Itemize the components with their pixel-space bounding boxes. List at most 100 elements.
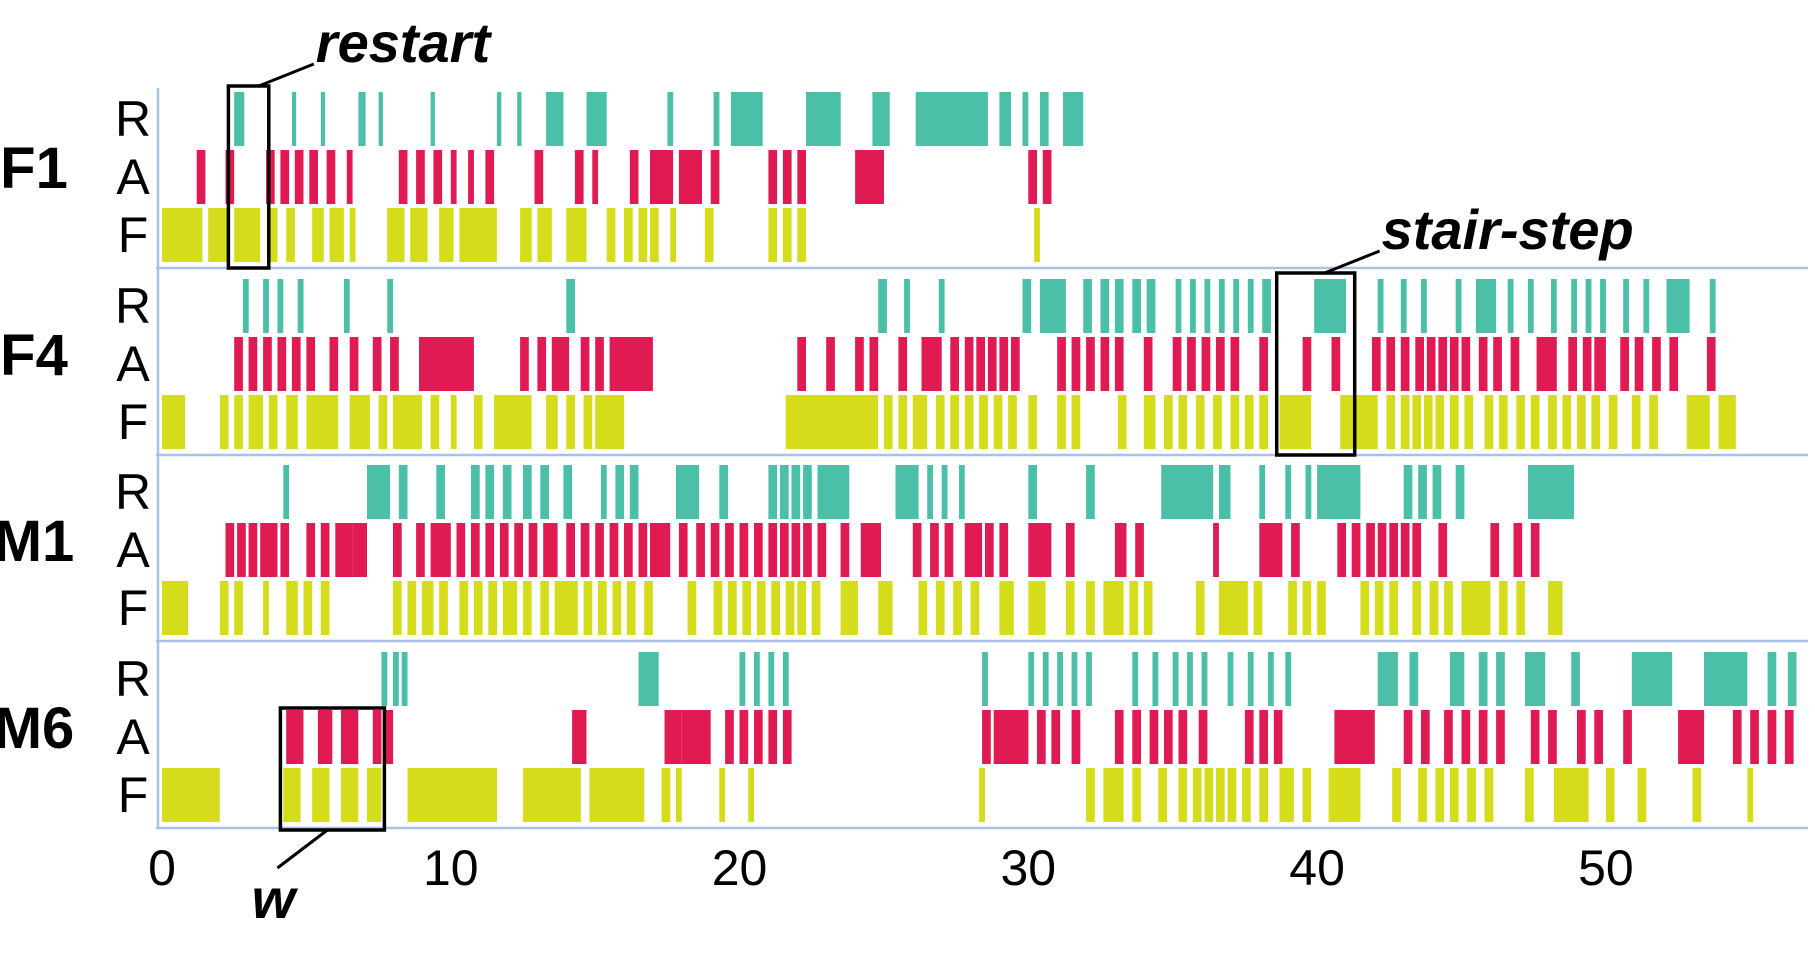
event-bar-a: [1568, 337, 1577, 391]
event-bar-r: [367, 465, 391, 519]
event-bar-a: [1259, 523, 1283, 577]
event-bar-f: [1204, 768, 1214, 822]
event-bar-r: [1132, 279, 1141, 333]
event-bar-r: [782, 652, 789, 706]
event-bar-a: [710, 150, 720, 204]
event-bar-f: [1103, 581, 1124, 635]
event-bar-r: [387, 279, 393, 333]
event-bar-f: [898, 395, 908, 449]
row-label-f: F: [118, 394, 149, 450]
event-bar-a: [456, 523, 466, 577]
event-bar-a: [624, 523, 633, 577]
event-bar-a: [1548, 710, 1557, 764]
event-bar-f: [407, 768, 497, 822]
event-bar-a: [1057, 337, 1066, 391]
event-bar-f: [520, 208, 532, 262]
event-bar-f: [162, 581, 188, 635]
event-bar-r: [540, 465, 549, 519]
event-bar-f: [1008, 395, 1017, 449]
event-bar-f: [785, 395, 879, 449]
event-bar-r: [1527, 279, 1534, 333]
event-bar-a: [1071, 337, 1081, 391]
event-bar-a: [1244, 710, 1254, 764]
event-bar-f: [1360, 581, 1370, 635]
event-bar-r: [1028, 652, 1035, 706]
event-bar-f: [1461, 581, 1491, 635]
event-bar-a: [855, 150, 884, 204]
event-bar-f: [1117, 395, 1127, 449]
event-bar-r: [358, 92, 366, 146]
event-bar-r: [713, 92, 720, 146]
event-bar-r: [566, 279, 575, 333]
event-bar-a: [921, 337, 942, 391]
event-bar-a: [580, 337, 590, 391]
event-bar-r: [1201, 652, 1208, 706]
event-bar-f: [1129, 581, 1139, 635]
event-bar-f: [1499, 395, 1508, 449]
event-bar-a: [976, 337, 985, 391]
event-bar-r: [1146, 279, 1156, 333]
event-bar-a: [1187, 337, 1196, 391]
event-bar-a: [1478, 710, 1488, 764]
event-bar-f: [1562, 395, 1572, 449]
event-bar-a: [1291, 523, 1300, 577]
event-bar-a: [1513, 523, 1523, 577]
event-bar-r: [1100, 279, 1110, 333]
event-bar-r: [1161, 465, 1214, 519]
event-bar-a: [739, 523, 749, 577]
event-bar-r: [667, 92, 674, 146]
event-bar-r: [1132, 652, 1139, 706]
event-bar-a: [650, 523, 671, 577]
annotation-label: w: [252, 867, 299, 930]
event-bar-f: [303, 581, 313, 635]
event-bar-f: [1213, 395, 1222, 449]
row-label-a: A: [116, 149, 150, 205]
event-bar-a: [1198, 710, 1208, 764]
event-bar-a: [780, 523, 789, 577]
event-bar-a: [534, 150, 544, 204]
event-bar-f: [286, 208, 295, 262]
event-bar-f: [782, 208, 792, 262]
event-bar-f: [523, 768, 581, 822]
event-bar-r: [1218, 279, 1225, 333]
event-bar-f: [1071, 395, 1081, 449]
event-bar-a: [791, 523, 801, 577]
event-bar-f: [661, 768, 671, 822]
annotation-leader: [1324, 249, 1381, 275]
event-bar-a: [1706, 337, 1716, 391]
event-bar-r: [915, 92, 988, 146]
event-bar-r: [872, 92, 890, 146]
event-bar-r: [1571, 279, 1577, 333]
event-bar-r: [1571, 652, 1580, 706]
event-bar-f: [1195, 395, 1205, 449]
event-bar-a: [898, 337, 908, 391]
event-bar-a: [263, 337, 272, 391]
event-bar-a: [398, 150, 408, 204]
event-bar-f: [1631, 395, 1641, 449]
event-bar-a: [987, 337, 997, 391]
event-bar-r: [1475, 279, 1497, 333]
event-bar-r: [1455, 279, 1462, 333]
event-bar-f: [797, 581, 806, 635]
event-bar-f: [970, 581, 980, 635]
event-bar-r: [927, 465, 933, 519]
event-bar-a: [681, 710, 711, 764]
annotation-stair-step: stair-step: [1274, 198, 1634, 457]
event-bar-f: [598, 581, 607, 635]
event-bar-r: [234, 92, 245, 146]
event-bar-r: [1432, 465, 1442, 519]
x-tick-label: 30: [1000, 840, 1056, 896]
event-bar-f: [367, 768, 382, 822]
event-bar-f: [421, 581, 434, 635]
event-bar-a: [352, 523, 367, 577]
event-bar-f: [378, 395, 388, 449]
event-bar-r: [1071, 652, 1078, 706]
event-bar-r: [1039, 279, 1066, 333]
event-bar-f: [234, 395, 243, 449]
event-bar-a: [1172, 337, 1182, 391]
annotation-box: [226, 84, 271, 270]
event-bar-r: [1403, 465, 1413, 519]
event-bar-f: [1340, 395, 1378, 449]
event-bar-a: [768, 150, 778, 204]
event-bar-a: [346, 150, 353, 204]
